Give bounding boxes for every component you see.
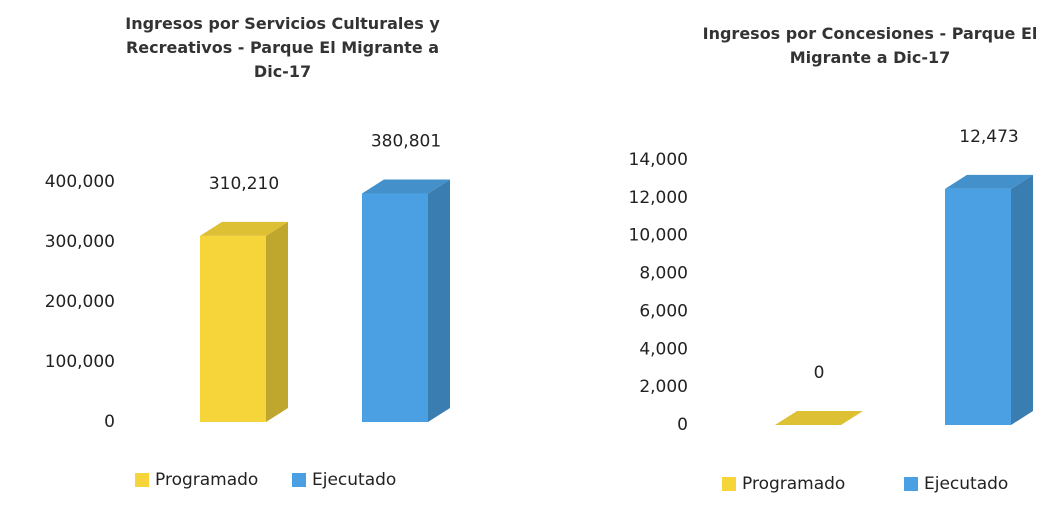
bar-top <box>362 179 450 194</box>
legend-swatch <box>292 473 306 487</box>
legend-label: Programado <box>742 474 845 494</box>
legend-label: Programado <box>155 470 258 490</box>
bar-top <box>775 411 863 425</box>
y-tick-label: 8,000 <box>639 264 688 284</box>
chart-title: Ingresos por Servicios Culturales y Recr… <box>125 14 440 81</box>
bar-side <box>1011 174 1033 425</box>
bar <box>362 193 428 422</box>
legend-label: Ejecutado <box>312 470 396 490</box>
legend-swatch <box>904 477 918 491</box>
y-tick-label: 2,000 <box>639 377 688 397</box>
bar-side <box>428 179 450 422</box>
y-tick-label: 14,000 <box>629 150 688 170</box>
y-tick-label: 4,000 <box>639 339 688 359</box>
bar <box>200 235 266 422</box>
value-label: 0 <box>814 363 825 383</box>
legend-swatch <box>135 473 149 487</box>
bar-top <box>200 221 288 236</box>
value-label: 380,801 <box>371 132 441 152</box>
bar <box>945 188 1011 425</box>
value-label: 12,473 <box>959 127 1018 147</box>
legend-label: Ejecutado <box>924 474 1008 494</box>
y-tick-label: 400,000 <box>45 172 115 192</box>
bar-top <box>945 174 1033 189</box>
value-label: 310,210 <box>209 174 279 194</box>
chart-title: Ingresos por Concesiones - Parque El Mig… <box>702 24 1038 67</box>
y-tick-label: 6,000 <box>639 301 688 321</box>
legend-swatch <box>722 477 736 491</box>
y-tick-label: 0 <box>677 415 688 435</box>
y-tick-label: 0 <box>104 412 115 432</box>
y-tick-label: 12,000 <box>629 188 688 208</box>
y-tick-label: 200,000 <box>45 292 115 312</box>
y-tick-label: 100,000 <box>45 352 115 372</box>
y-tick-label: 10,000 <box>629 226 688 246</box>
y-tick-label: 300,000 <box>45 232 115 252</box>
bar-side <box>266 221 288 422</box>
